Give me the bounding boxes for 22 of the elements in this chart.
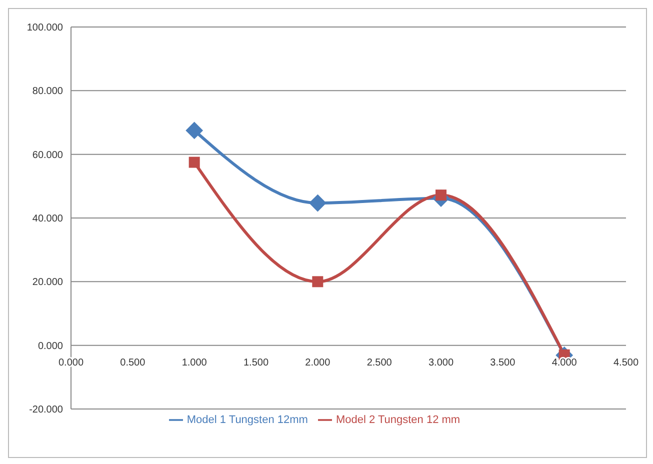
point <box>309 194 326 212</box>
y-tick-label: -20.000 <box>29 404 64 416</box>
point <box>186 122 203 139</box>
x-tick-label: 2.000 <box>305 357 331 368</box>
y-tick-label: 40.000 <box>32 214 64 225</box>
y-tick-label: 20.000 <box>32 277 64 288</box>
legend-label: Model 1 Tungsten 12mm <box>186 414 308 426</box>
x-tick-label: 4.000 <box>552 357 578 368</box>
x-tick-label: 0.500 <box>120 357 146 368</box>
y-tick-label: 60.000 <box>32 150 64 161</box>
x-tick-label: 1.000 <box>182 357 208 368</box>
legend-label: Model 2 Tungsten 12 mm <box>336 414 460 426</box>
x-tick-label: 1.500 <box>243 357 269 368</box>
y-tick-label: 0.000 <box>38 340 64 352</box>
x-tick-label: 2.500 <box>366 357 392 368</box>
x-tick-label: 3.500 <box>490 357 516 368</box>
point <box>312 276 324 288</box>
x-tick-label: 4.500 <box>613 357 639 368</box>
y-tick-label: 80.000 <box>32 86 64 98</box>
point <box>188 156 200 168</box>
y-tick-label: 100.000 <box>26 22 64 34</box>
x-tick-label: 3.000 <box>428 357 454 368</box>
